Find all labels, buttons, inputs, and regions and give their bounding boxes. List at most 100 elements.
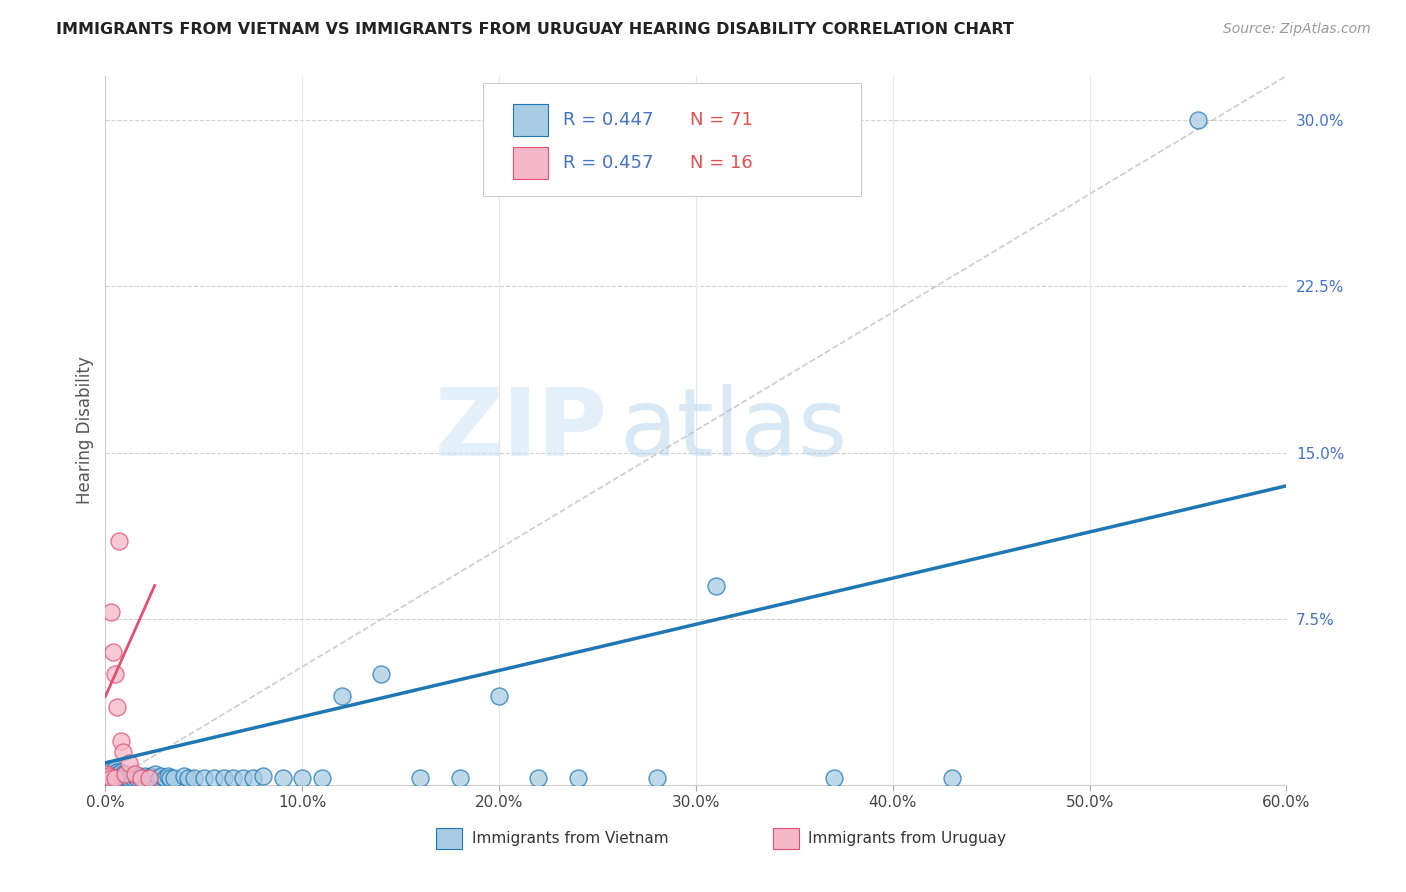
Point: [110, 772, 132, 786]
Point: [134, 769, 156, 783]
Point: [104, 667, 127, 681]
Point: [104, 772, 127, 786]
Point: [142, 772, 165, 786]
Point: [129, 772, 152, 786]
Bar: [773, 828, 799, 849]
Point: [98, 764, 121, 779]
Point: [183, 772, 205, 786]
Text: ZIP: ZIP: [434, 384, 607, 476]
Point: [118, 772, 141, 786]
Point: [527, 772, 550, 786]
Point: [110, 764, 132, 779]
Point: [108, 772, 131, 786]
Point: [103, 645, 125, 659]
Text: R = 0.447: R = 0.447: [562, 112, 652, 129]
Y-axis label: Hearing Disability: Hearing Disability: [76, 357, 94, 504]
Point: [103, 772, 125, 786]
Point: [104, 767, 127, 781]
Point: [98, 769, 121, 783]
Point: [202, 772, 225, 786]
Point: [104, 769, 127, 783]
Point: [409, 772, 432, 786]
Point: [242, 772, 264, 786]
Point: [193, 772, 215, 786]
Point: [139, 769, 162, 783]
Point: [148, 772, 170, 786]
Text: R = 0.457: R = 0.457: [562, 154, 652, 172]
Point: [108, 767, 131, 781]
Point: [105, 769, 128, 783]
Point: [941, 772, 963, 786]
Bar: [436, 828, 463, 849]
Point: [330, 690, 353, 704]
Point: [112, 767, 135, 781]
Point: [704, 578, 727, 592]
Point: [114, 767, 136, 781]
Point: [100, 772, 122, 786]
Point: [370, 667, 392, 681]
Text: IMMIGRANTS FROM VIETNAM VS IMMIGRANTS FROM URUGUAY HEARING DISABILITY CORRELATIO: IMMIGRANTS FROM VIETNAM VS IMMIGRANTS FR…: [56, 22, 1014, 37]
Point: [449, 772, 471, 786]
Point: [173, 769, 195, 783]
Point: [104, 772, 127, 786]
Point: [108, 769, 131, 783]
Bar: [513, 147, 548, 178]
Text: N = 16: N = 16: [690, 154, 752, 172]
Point: [488, 690, 510, 704]
Point: [222, 772, 245, 786]
Point: [823, 772, 845, 786]
Text: Source: ZipAtlas.com: Source: ZipAtlas.com: [1223, 22, 1371, 37]
Point: [143, 767, 166, 781]
Point: [115, 769, 138, 783]
Point: [232, 772, 254, 786]
Point: [110, 733, 132, 747]
Point: [567, 772, 589, 786]
Point: [138, 772, 160, 786]
Point: [100, 605, 122, 619]
Point: [177, 772, 200, 786]
Point: [159, 772, 181, 786]
Point: [96, 767, 118, 781]
Point: [114, 772, 136, 786]
Point: [103, 769, 125, 783]
Point: [1187, 113, 1209, 128]
Point: [100, 767, 122, 781]
Point: [105, 772, 128, 786]
Text: N = 71: N = 71: [690, 112, 754, 129]
Point: [98, 772, 121, 786]
Point: [114, 767, 136, 781]
Text: atlas: atlas: [619, 384, 848, 476]
Point: [108, 534, 131, 549]
Point: [163, 772, 186, 786]
Text: Immigrants from Uruguay: Immigrants from Uruguay: [808, 830, 1007, 846]
Point: [157, 769, 180, 783]
Point: [291, 772, 314, 786]
Point: [125, 772, 148, 786]
Point: [252, 769, 274, 783]
Point: [120, 769, 142, 783]
Point: [96, 767, 118, 781]
Point: [128, 769, 150, 783]
Point: [112, 745, 135, 759]
Point: [124, 767, 146, 781]
Point: [103, 764, 125, 779]
Point: [311, 772, 333, 786]
Point: [100, 772, 122, 786]
Point: [149, 769, 172, 783]
Point: [124, 769, 146, 783]
Bar: [513, 104, 548, 136]
Point: [153, 772, 176, 786]
Point: [115, 772, 138, 786]
Point: [271, 772, 294, 786]
Point: [138, 772, 160, 786]
Point: [129, 772, 152, 786]
Point: [122, 772, 145, 786]
Point: [112, 772, 135, 786]
Point: [212, 772, 235, 786]
Point: [645, 772, 668, 786]
Point: [100, 763, 122, 777]
Point: [105, 700, 128, 714]
FancyBboxPatch shape: [484, 83, 862, 196]
Point: [118, 756, 141, 770]
Point: [105, 764, 128, 779]
